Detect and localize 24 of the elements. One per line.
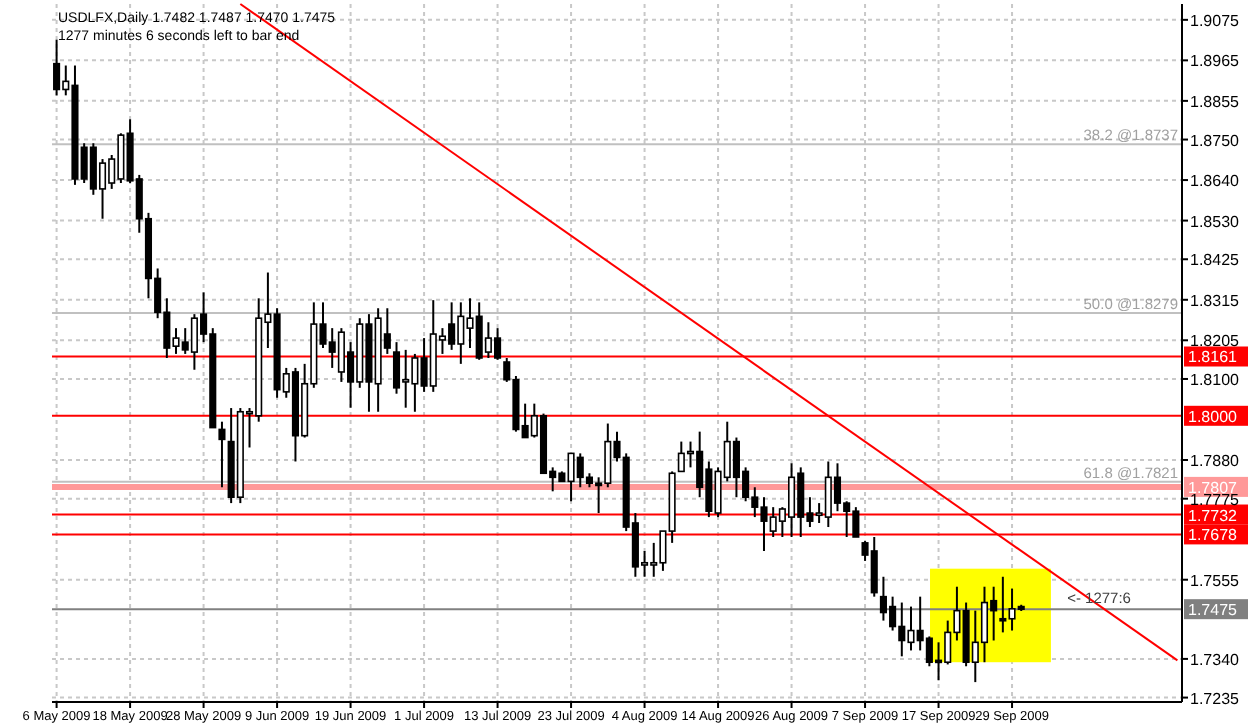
- candlestick: [392, 341, 401, 395]
- ref-line-label: 1.8161: [1188, 348, 1239, 367]
- ref-line-label: 1.7475: [1188, 601, 1239, 620]
- y-tick-label: 1.8965: [1190, 52, 1241, 71]
- y-tick-label: 1.7340: [1190, 650, 1241, 669]
- y-tick-label: 1.8315: [1190, 291, 1241, 310]
- y-tick-label: 1.8530: [1190, 212, 1241, 231]
- y-tick-label: 1.8205: [1190, 332, 1241, 351]
- y-tick-label: 1.8750: [1190, 131, 1241, 150]
- candlestick: [833, 462, 842, 513]
- y-tick-label: 1.7555: [1190, 571, 1241, 590]
- y-tick-label: 1.9075: [1190, 11, 1241, 30]
- y-tick-label: 1.8640: [1190, 172, 1241, 191]
- candlestick: [980, 585, 989, 664]
- y-tick-label: 1.8425: [1190, 251, 1241, 270]
- y-tick-label: 1.8100: [1190, 370, 1241, 389]
- candlestick: [53, 38, 61, 97]
- y-tick-label: 1.7880: [1190, 452, 1241, 470]
- candlestick: [218, 420, 226, 489]
- ref-line-label: 1.7678: [1188, 526, 1239, 545]
- y-tick-label: 1.7235: [1190, 689, 1241, 708]
- y-tick-label: 1.8855: [1190, 92, 1241, 111]
- ref-line-label: 1.8000: [1188, 407, 1239, 426]
- ref-line-label: 1.7732: [1188, 506, 1239, 525]
